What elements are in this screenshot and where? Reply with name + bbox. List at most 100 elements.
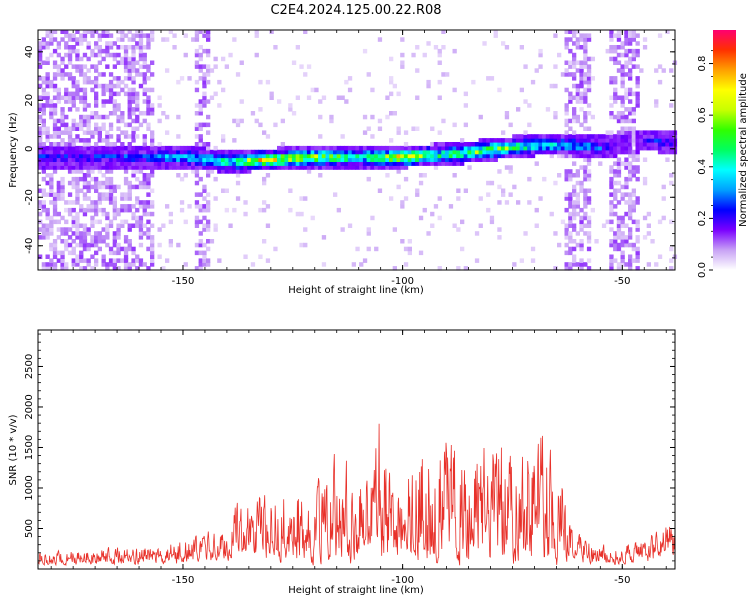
heatmap-cell (295, 211, 300, 217)
heatmap-cell (362, 161, 368, 166)
heatmap-cell (112, 211, 117, 217)
heatmap-cell (235, 165, 241, 170)
heatmap-cell (609, 45, 614, 50)
heatmap-cell (232, 157, 237, 162)
heatmap-cell (82, 130, 88, 135)
heatmap-cell (97, 169, 102, 174)
heatmap-cell (463, 91, 468, 97)
heatmap-cell (49, 165, 54, 170)
heatmap-cell (206, 258, 211, 263)
heatmap-cell (82, 114, 88, 120)
heatmap-cell (501, 192, 506, 197)
heatmap-cell (288, 157, 293, 162)
heatmap-cell (146, 246, 151, 252)
heatmap-cell (142, 91, 147, 97)
heatmap-cell (82, 142, 88, 147)
heatmap-cell (60, 176, 65, 182)
heatmap-cell (258, 79, 263, 85)
heatmap-cell (108, 122, 114, 128)
heatmap-cell (403, 161, 409, 166)
heatmap-cell (187, 76, 192, 81)
heatmap-cell (198, 266, 203, 271)
heatmap-cell (628, 142, 633, 147)
heatmap-cell (198, 142, 203, 147)
heatmap-cell (463, 188, 468, 193)
heatmap-cell (400, 52, 405, 58)
heatmap-cell (138, 262, 144, 267)
heatmap-cell (333, 157, 338, 162)
heatmap-cell (176, 165, 181, 170)
heatmap-cell (437, 95, 442, 100)
heatmap-cell (71, 37, 76, 42)
heatmap-cell (396, 169, 401, 174)
heatmap-cell (628, 68, 633, 73)
heatmap-cell (97, 126, 102, 131)
heatmap-cell (94, 41, 99, 46)
heatmap-cell (179, 145, 185, 151)
heatmap-cell (45, 29, 50, 34)
heatmap-cell (583, 262, 588, 267)
heatmap-cell (564, 60, 569, 65)
heatmap-cell (52, 111, 58, 116)
heatmap-cell (45, 215, 50, 221)
heatmap-cell (635, 227, 640, 232)
heatmap-cell (486, 180, 491, 186)
heatmap-cell (82, 231, 88, 236)
heatmap-cell (392, 145, 397, 151)
heatmap-cell (303, 161, 308, 166)
heatmap-cell (519, 45, 524, 50)
heatmap-cell (49, 134, 54, 139)
heatmap-cell (206, 48, 211, 54)
heatmap-cell (120, 157, 125, 162)
heatmap-cell (79, 56, 84, 62)
heatmap-cell (75, 188, 80, 193)
heatmap-cell (635, 250, 640, 256)
heatmap-cell (635, 165, 640, 170)
heatmap-cell (620, 196, 625, 201)
heatmap-cell (575, 99, 580, 104)
heatmap-cell (127, 72, 132, 77)
heatmap-cell (112, 165, 117, 170)
heatmap-cell (105, 87, 110, 93)
heatmap-cell (101, 180, 106, 186)
heatmap-cell (553, 231, 558, 236)
heatmap-cell (575, 173, 580, 178)
heatmap-cell (90, 157, 95, 162)
heatmap-cell (67, 180, 73, 186)
heatmap-cell (616, 157, 622, 162)
heatmap-cell (609, 145, 614, 151)
heatmap-cell (235, 169, 241, 174)
heatmap-cell (433, 142, 439, 147)
heatmap-cell (64, 99, 69, 104)
heatmap-cell (635, 79, 640, 85)
heatmap-cell (41, 76, 46, 81)
heatmap-cell (411, 161, 416, 166)
heatmap-cell (508, 153, 513, 159)
heatmap-cell (657, 134, 663, 139)
heatmap-cell (64, 126, 69, 131)
heatmap-cell (38, 107, 43, 112)
heatmap-cell (616, 173, 622, 178)
heatmap-cell (277, 153, 282, 159)
heatmap-cell (86, 184, 91, 190)
heatmap-cell (564, 223, 569, 228)
heatmap-cell (609, 76, 614, 81)
heatmap-cell (433, 45, 439, 50)
heatmap-cell (396, 91, 401, 97)
heatmap-cell (79, 68, 84, 73)
heatmap-cell (146, 204, 151, 209)
heatmap-cell (321, 235, 327, 240)
heatmap-cell (262, 157, 267, 162)
heatmap-cell (67, 192, 73, 197)
heatmap-cell (512, 149, 517, 155)
heatmap-cell (586, 239, 592, 244)
heatmap-cell (71, 223, 76, 228)
heatmap-cell (583, 72, 588, 77)
heatmap-cell (135, 153, 140, 159)
heatmap-cell (172, 157, 177, 162)
heatmap-cell (112, 103, 117, 108)
heatmap-cell (90, 145, 95, 151)
heatmap-cell (75, 95, 80, 100)
heatmap-cell (482, 153, 487, 159)
heatmap-cell (291, 111, 297, 116)
